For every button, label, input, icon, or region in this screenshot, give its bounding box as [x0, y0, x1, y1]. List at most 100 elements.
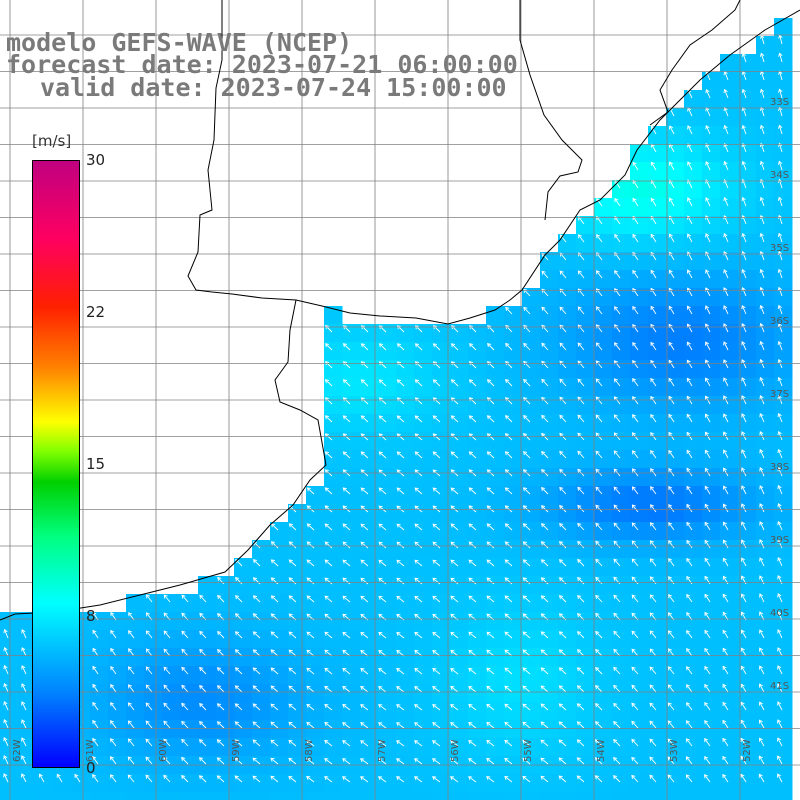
wind-arrow [595, 703, 603, 711]
wind-speed-cell [756, 288, 775, 307]
wind-speed-cell [684, 612, 703, 631]
wind-speed-cell [648, 180, 667, 199]
wind-speed-cell [468, 612, 487, 631]
wind-speed-cell [18, 666, 37, 685]
wind-arrow [360, 379, 369, 387]
wind-arrow [270, 631, 279, 639]
wind-speed-cell [432, 648, 451, 667]
wind-speed-cell [594, 270, 613, 289]
wind-arrow [614, 342, 621, 351]
wind-arrow [777, 503, 783, 513]
wind-speed-cell [396, 576, 415, 595]
wind-arrow [270, 757, 279, 765]
wind-arrow [396, 631, 405, 639]
wind-arrow [595, 414, 603, 423]
wind-speed-cell [684, 162, 703, 181]
wind-arrow [324, 415, 333, 423]
wind-arrow [414, 577, 423, 585]
wind-arrow [324, 559, 333, 567]
wind-arrow [360, 559, 369, 567]
wind-arrow [668, 449, 675, 459]
wind-speed-cell [738, 144, 757, 163]
wind-speed-cell [684, 522, 703, 541]
wind-speed-cell [720, 594, 739, 613]
wind-arrow [288, 685, 297, 693]
wind-arrow [722, 665, 729, 675]
wind-arrow [21, 629, 27, 639]
wind-speed-cell [702, 558, 721, 577]
wind-speed-cell [306, 666, 325, 685]
wind-arrow [741, 431, 747, 441]
latitude-label: 34S [770, 170, 789, 181]
wind-arrow [360, 685, 369, 693]
wind-speed-cell [774, 180, 793, 199]
wind-arrow [522, 541, 531, 549]
wind-arrow [396, 722, 405, 729]
wind-speed-cell [90, 720, 109, 739]
wind-speed-cell [396, 630, 415, 649]
wind-arrow [324, 685, 333, 693]
wind-arrow [216, 739, 225, 747]
wind-arrow [110, 720, 117, 729]
wind-speed-cell [774, 450, 793, 469]
wind-speed-cell [594, 396, 613, 415]
wind-arrow [324, 667, 333, 675]
wind-arrow [378, 667, 387, 675]
wind-arrow [522, 703, 531, 711]
wind-arrow [181, 756, 189, 765]
wind-arrow [595, 576, 603, 585]
coastline-upper-uruguay [519, 0, 583, 221]
wind-speed-cell [126, 738, 145, 757]
wind-arrow [540, 649, 549, 657]
wind-speed-cell [378, 576, 397, 595]
wind-speed-cell [756, 414, 775, 433]
wind-arrow [723, 305, 729, 315]
wind-speed-cell [774, 486, 793, 505]
wind-speed-cell [306, 648, 325, 667]
wind-speed-cell [396, 558, 415, 577]
wind-arrow [252, 703, 261, 711]
wind-speed-cell [612, 378, 631, 397]
wind-speed-cell [756, 486, 775, 505]
wind-arrow [722, 467, 729, 477]
wind-arrow [163, 702, 171, 711]
wind-speed-cell [450, 648, 469, 667]
wind-speed-cell [702, 774, 721, 793]
wind-speed-cell [414, 594, 433, 613]
wind-speed-cell [702, 378, 721, 397]
wind-arrow [145, 720, 153, 729]
wind-arrow [686, 630, 693, 639]
wind-speed-cell [702, 720, 721, 739]
wind-arrow [504, 775, 513, 783]
wind-speed-cell [612, 270, 631, 289]
wind-speed-cell [18, 630, 37, 649]
wind-arrow [468, 685, 477, 693]
wind-speed-cell [774, 252, 793, 271]
wind-arrow [614, 306, 621, 315]
wind-speed-cell [684, 396, 703, 415]
wind-speed-cell [756, 522, 775, 541]
wind-arrow [759, 467, 765, 477]
wind-arrow [758, 701, 765, 711]
wind-arrow [614, 179, 621, 189]
wind-speed-cell [198, 576, 217, 595]
wind-arrow [396, 649, 405, 657]
wind-arrow [741, 124, 747, 135]
wind-speed-cell [54, 774, 73, 793]
wind-speed-cell [720, 792, 739, 800]
wind-speed-cell [450, 576, 469, 595]
wind-arrow [759, 304, 765, 315]
wind-arrow [723, 413, 729, 423]
wind-arrow [342, 722, 351, 729]
wind-speed-cell [90, 702, 109, 721]
wind-speed-cell [720, 468, 739, 487]
wind-arrow [685, 738, 693, 747]
wind-arrow [342, 523, 351, 531]
wind-arrow [576, 721, 585, 729]
wind-speed-cell [648, 558, 667, 577]
wind-arrow [109, 774, 117, 783]
wind-arrow [288, 631, 297, 639]
wind-arrow [650, 377, 657, 387]
wind-arrow [722, 539, 729, 549]
